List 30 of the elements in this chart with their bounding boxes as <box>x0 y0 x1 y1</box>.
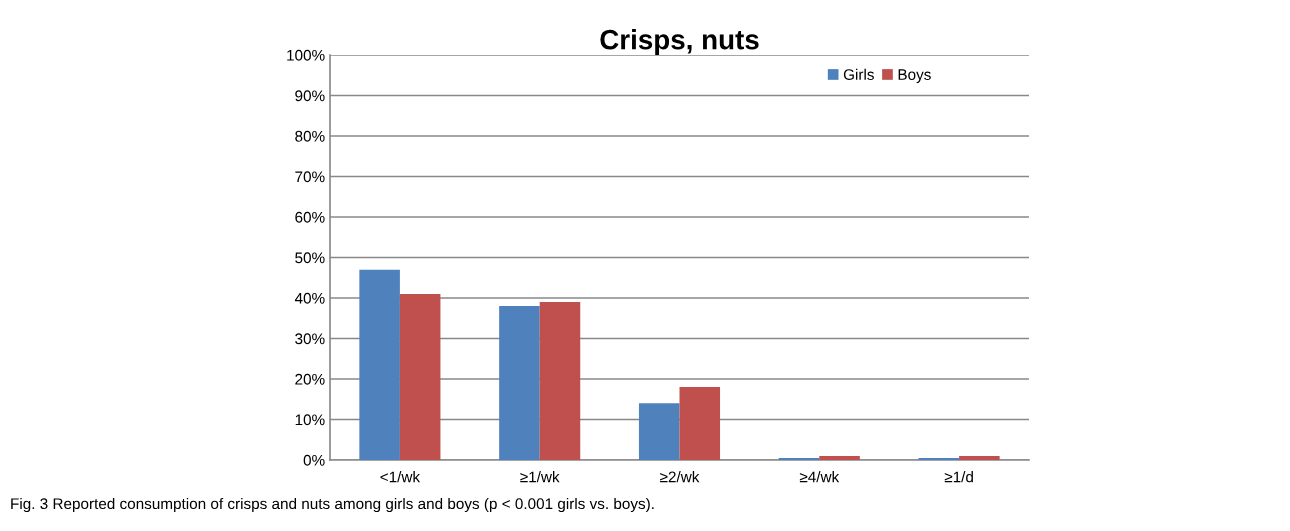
bar <box>638 403 680 460</box>
bar <box>539 302 581 460</box>
y-tick-label: 20% <box>295 373 325 385</box>
y-tick-label: 70% <box>295 171 325 183</box>
legend-label: Girls <box>843 68 874 80</box>
bar <box>778 457 820 460</box>
y-tick-label: 30% <box>295 333 325 345</box>
y-tick-label: 60% <box>295 211 325 223</box>
y-tick-label: 80% <box>295 130 325 142</box>
x-tick-label: ≥2/wk <box>660 471 700 483</box>
bar <box>399 293 441 460</box>
y-tick-label: 0% <box>303 454 325 466</box>
chart-title: Crisps, nuts <box>600 29 759 55</box>
x-tick-label: ≥1/wk <box>520 471 560 483</box>
y-tick-label: 40% <box>294 292 325 304</box>
y-tick-label: 50% <box>295 252 325 264</box>
x-tick-label: ≥4/wk <box>799 471 840 483</box>
y-tick-label: 10% <box>295 414 325 426</box>
x-tick-label: ≥1/d <box>944 471 973 483</box>
bar <box>499 306 540 460</box>
y-tick-label: 100% <box>287 49 325 61</box>
bar <box>359 269 400 460</box>
caption: Fig. 3 Reported consumption of crisps and nuts among girls and boys (p < 0.001 girls vs. boys). <box>11 497 654 513</box>
legend-label: Boys <box>898 69 931 83</box>
bar <box>918 457 960 460</box>
bar <box>959 455 1000 460</box>
y-tick-label: 90% <box>295 90 325 102</box>
bar <box>679 387 721 460</box>
bar <box>819 455 860 460</box>
x-tick-label: <1/wk <box>380 471 421 483</box>
